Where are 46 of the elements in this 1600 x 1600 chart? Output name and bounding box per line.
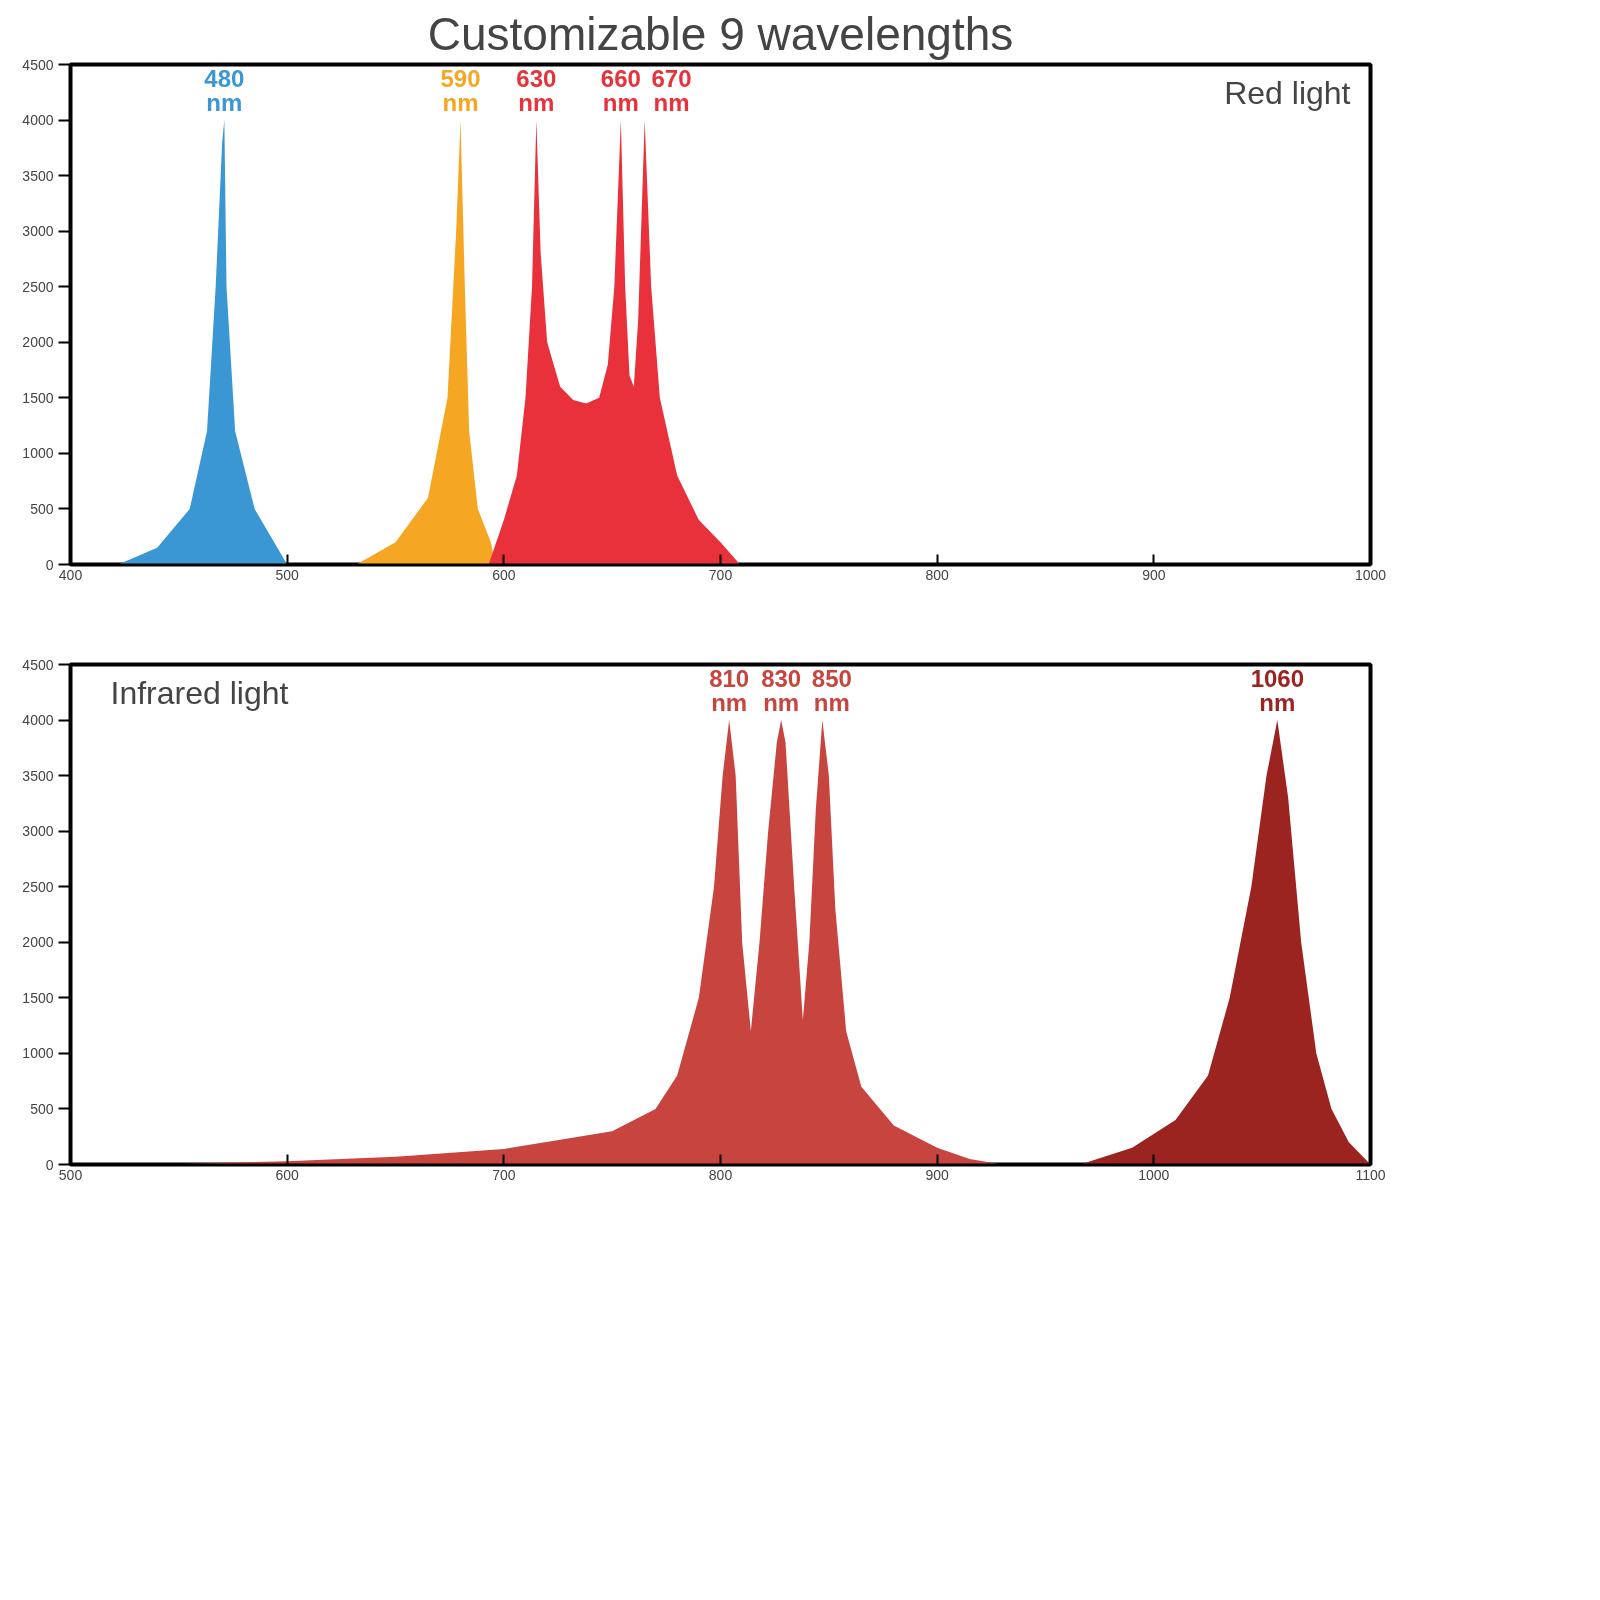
y-tick-label: 4000 (22, 112, 54, 129)
chart-subtitle: Red light (1224, 74, 1351, 111)
y-tick-label: 0 (45, 1156, 54, 1173)
annotation: 810 nm (709, 664, 750, 717)
annotation: 630 nm (516, 64, 557, 117)
x-tick-label: 900 (1142, 566, 1166, 583)
annotation: 660 nm (600, 64, 641, 117)
y-tick-label: 2500 (22, 278, 54, 295)
y-tick-label: 4500 (22, 56, 54, 73)
y-tick-label: 500 (30, 500, 54, 517)
y-tick-label: 3000 (22, 223, 54, 240)
y-tick-label: 4000 (22, 712, 54, 729)
x-tick-label: 800 (925, 566, 950, 583)
y-tick-label: 2500 (22, 878, 54, 895)
x-tick-label: 1000 (1354, 566, 1387, 583)
chart-title: Customizable 9 wavelengths (427, 7, 1014, 60)
y-tick-label: 1000 (22, 445, 54, 462)
x-tick-label: 800 (708, 1166, 733, 1183)
annotation: 670 nm (651, 64, 692, 117)
x-tick-label: 900 (925, 1166, 950, 1183)
annotation: 850 nm (811, 664, 852, 717)
x-tick-label: 400 (58, 566, 83, 583)
x-tick-label: 600 (492, 566, 516, 583)
y-tick-label: 4500 (22, 656, 54, 673)
x-tick-label: 700 (492, 1166, 516, 1183)
x-tick-label: 1100 (1355, 1166, 1386, 1183)
y-tick-label: 1500 (22, 989, 54, 1006)
x-tick-label: 600 (275, 1166, 300, 1183)
y-tick-label: 2000 (22, 934, 54, 951)
y-tick-label: 3500 (22, 767, 54, 784)
annotation: 480 nm (204, 64, 245, 117)
x-tick-label: 700 (708, 566, 733, 583)
y-tick-label: 3000 (22, 823, 54, 840)
y-tick-label: 2000 (22, 334, 54, 351)
annotation: 830 nm (761, 664, 802, 717)
chart-subtitle: Infrared light (110, 674, 289, 711)
y-tick-label: 1000 (22, 1045, 54, 1062)
x-tick-label: 500 (275, 566, 300, 583)
y-tick-label: 3500 (22, 167, 54, 184)
x-tick-label: 1000 (1138, 1166, 1170, 1183)
y-tick-label: 1500 (22, 389, 54, 406)
y-tick-label: 500 (30, 1100, 54, 1117)
x-tick-label: 500 (58, 1166, 83, 1183)
y-tick-label: 0 (45, 556, 54, 573)
annotation: 590 nm (440, 64, 481, 117)
annotation: 1060 nm (1250, 664, 1305, 717)
